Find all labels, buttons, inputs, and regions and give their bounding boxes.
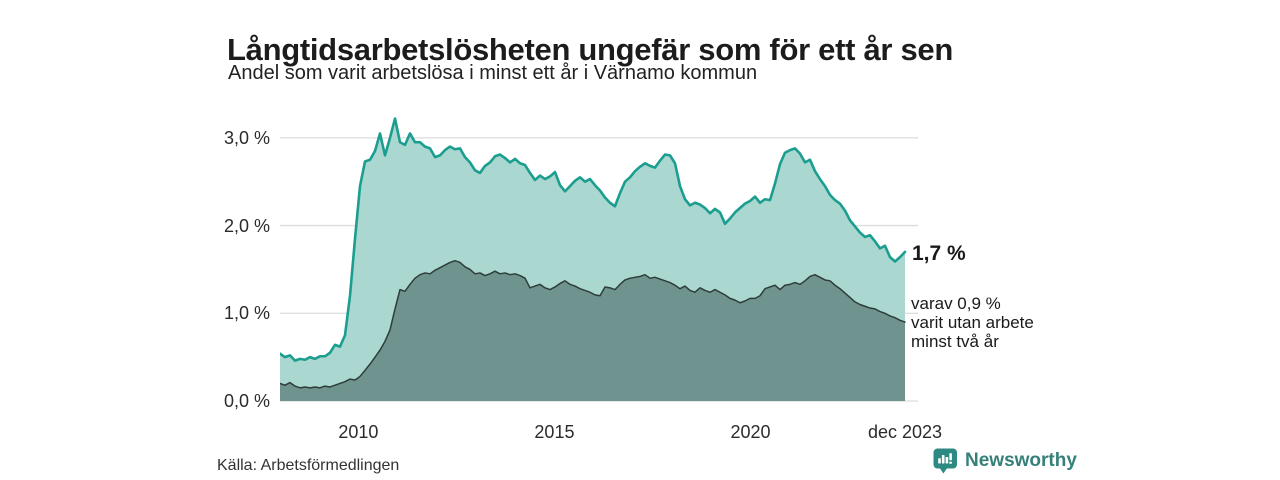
page-title: Långtidsarbetslösheten ungefär som för e…	[227, 31, 954, 67]
x-tick-label: 2015	[534, 422, 575, 442]
line-two-years	[280, 259, 906, 389]
x-tick-label: dec 2023	[867, 422, 943, 442]
chart-subtitle: Andel som varit arbetslösa i minst ett å…	[228, 62, 758, 84]
line-one-year	[280, 117, 907, 362]
x-tick-label: 2020	[730, 422, 771, 442]
subset-annotation-line: varav 0,9 %	[911, 294, 1001, 313]
newsworthy-wordmark: Newsworthy	[965, 450, 1077, 471]
subset-annotation-line: minst två år	[911, 332, 999, 351]
newsworthy-bubble-chart-icon	[933, 448, 957, 474]
subset-annotation-line: varit utan arbete	[911, 313, 1034, 332]
newsworthy-logo[interactable]: Newsworthy	[933, 448, 1077, 474]
source-credit: Källa: Arbetsförmedlingen	[217, 457, 400, 474]
subset-annotation: varav 0,9 % varit utan arbete minst två …	[911, 294, 1034, 351]
y-tick-label: 0,0 %	[223, 391, 270, 411]
area-chart	[280, 117, 918, 402]
y-tick-label: 2,0 %	[223, 215, 270, 236]
x-tick-label: 2010	[338, 422, 379, 442]
y-tick-label: 3,0 %	[223, 127, 270, 148]
y-tick-label: 1,0 %	[223, 303, 270, 324]
area-two-years	[280, 260, 905, 401]
end-value-label: 1,7 %	[912, 242, 966, 265]
